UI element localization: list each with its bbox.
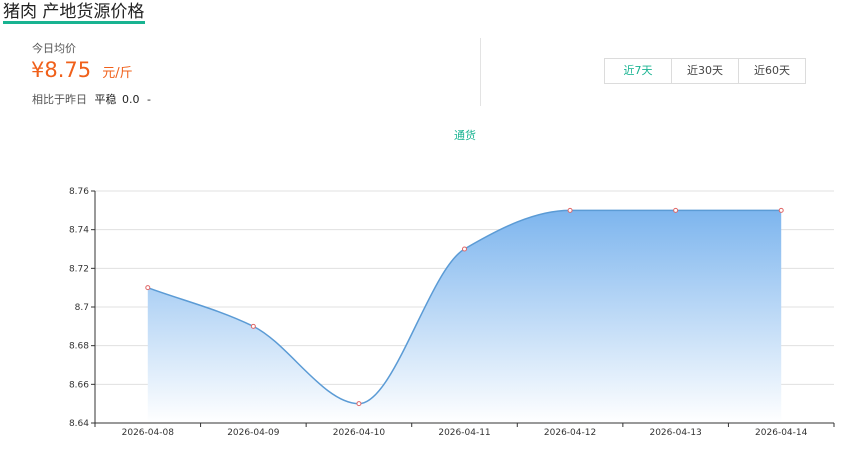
x-tick-label: 2026-04-11 xyxy=(438,428,490,438)
data-point xyxy=(250,323,256,329)
data-point xyxy=(145,285,151,291)
y-tick-label: 8.76 xyxy=(69,187,89,197)
data-point xyxy=(356,401,362,407)
y-tick-label: 8.74 xyxy=(69,226,89,236)
price-row: ¥8.75 元/斤 xyxy=(31,58,133,82)
data-point xyxy=(462,246,467,252)
vertical-divider xyxy=(480,38,481,106)
legend-item[interactable]: 通货 xyxy=(454,129,476,142)
x-tick-label: 2026-04-14 xyxy=(755,428,808,438)
compare-label: 相比于昨日 xyxy=(32,93,87,106)
data-point xyxy=(778,207,784,213)
y-tick-label: 8.7 xyxy=(75,303,89,313)
page-title: 猪肉 产地货源价格 xyxy=(3,2,145,22)
tab-30-days[interactable]: 近30天 xyxy=(672,59,739,83)
x-tick-label: 2026-04-10 xyxy=(333,428,386,438)
x-tick-label: 2026-04-13 xyxy=(649,428,701,438)
x-tick-label: 2026-04-12 xyxy=(544,428,596,438)
x-tick-label: 2026-04-09 xyxy=(227,428,280,438)
series-area xyxy=(147,210,782,423)
tab-60-days[interactable]: 近60天 xyxy=(754,64,790,77)
title-underline xyxy=(3,21,145,24)
compare-status: 平稳 xyxy=(94,93,117,106)
tab-7-days[interactable]: 近7天 xyxy=(605,59,672,83)
data-point xyxy=(567,207,573,213)
x-tick-label: 2026-04-08 xyxy=(122,428,175,438)
range-tabs: 近7天 近30天 近60天 xyxy=(604,58,806,84)
compare-row: 相比于昨日 平稳 0.0 - xyxy=(32,91,151,107)
y-tick-label: 8.66 xyxy=(69,380,89,390)
data-point xyxy=(673,207,679,213)
avg-price-value: ¥8.75 xyxy=(31,58,92,82)
avg-price-label: 今日均价 xyxy=(32,42,76,55)
y-tick-label: 8.68 xyxy=(69,342,89,352)
y-tick-label: 8.64 xyxy=(69,419,89,429)
compare-value: 0.0 xyxy=(122,93,140,106)
price-unit: 元/斤 xyxy=(102,66,133,81)
y-tick-label: 8.72 xyxy=(69,264,89,274)
compare-trend: - xyxy=(147,93,151,106)
